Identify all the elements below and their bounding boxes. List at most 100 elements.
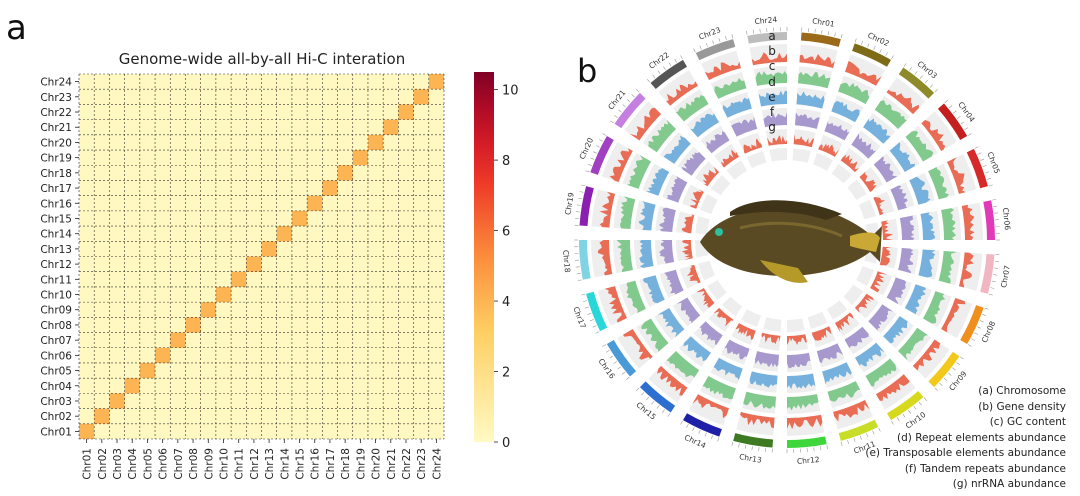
track-b-series — [886, 89, 919, 115]
track-background — [787, 318, 805, 332]
track-c-series — [641, 318, 669, 352]
chromosome-label: Chr24 — [754, 15, 778, 26]
ruler-tick — [902, 413, 906, 418]
track-e-series — [731, 116, 758, 137]
track-e-series — [724, 339, 750, 360]
ruler-tick — [646, 396, 650, 401]
heatmap-diagonal-cell — [337, 165, 353, 181]
heatmap-x-tick-label: Chr12 — [249, 448, 261, 480]
chromosome-label: Chr19 — [563, 191, 576, 215]
chromosome-label: Chr20 — [578, 136, 596, 161]
track-background — [835, 312, 860, 337]
heatmap-diagonal-cell — [291, 210, 308, 227]
track-c-series — [928, 167, 949, 200]
track-f-series — [854, 293, 874, 313]
ruler-tick — [891, 420, 894, 425]
ruler-tick — [699, 45, 702, 50]
heatmap-x-tick-label: Chr19 — [355, 448, 367, 480]
track-b-series — [704, 61, 741, 80]
circos-chromosome-chr01: Chr01 — [792, 16, 843, 163]
ruler-tick — [948, 372, 952, 376]
heatmap-diagonal-cell — [413, 89, 429, 105]
track-c-series — [743, 391, 776, 409]
track-d-series — [683, 336, 711, 362]
ruler-tick — [680, 55, 683, 60]
track-e-series — [787, 352, 811, 369]
ruler-tick — [751, 446, 753, 451]
track-letter: c — [769, 59, 776, 73]
track-background — [746, 151, 767, 169]
track-background — [710, 174, 731, 196]
heatmap-diagonal-cell — [79, 423, 95, 439]
ruler-tick — [944, 100, 948, 104]
ruler-tick — [982, 165, 987, 168]
ruler-tick — [840, 34, 843, 39]
track-e-series — [898, 248, 914, 274]
circos-chromosome-chr08: Chr08 — [856, 266, 997, 347]
circos-chromosome-chr05: Chr05 — [858, 146, 1002, 220]
track-b-series — [692, 394, 729, 419]
ruler-tick — [578, 197, 583, 200]
ruler-tick — [692, 427, 695, 432]
track-b-series — [666, 81, 698, 106]
ruler-tick — [924, 79, 928, 84]
ruler-tick — [872, 430, 875, 435]
chromosome-band — [852, 43, 891, 67]
track-background — [765, 129, 787, 146]
chromosome-label: Chr05 — [985, 151, 1001, 176]
track-f-series — [787, 334, 807, 345]
track-letter: g — [768, 120, 776, 134]
heatmap-diagonal-cell — [185, 317, 201, 333]
ruler-tick — [840, 441, 843, 446]
track-f-series — [761, 332, 781, 345]
circos-chromosome-chr06: Chr06 — [865, 199, 1012, 241]
ruler-tick — [896, 417, 900, 422]
heatmap-x-tick-label: Chr22 — [401, 448, 413, 480]
track-e-series — [890, 185, 908, 211]
colorbar-tick-label: 10 — [502, 84, 519, 99]
track-background — [648, 365, 688, 403]
track-d-series — [855, 342, 885, 367]
circos-chromosome-chr13: Chr13 — [731, 317, 782, 465]
track-c-series — [923, 291, 945, 324]
track-d-series — [918, 249, 936, 278]
colorbar-tick-label: 6 — [502, 225, 510, 240]
track-e-series — [763, 112, 787, 128]
heatmap-y-tick-label: Chr20 — [40, 137, 72, 149]
ruler-tick — [758, 447, 760, 452]
circos-chromosome-chr07: Chr07 — [864, 245, 1012, 296]
track-c-series — [755, 71, 787, 86]
heatmap-diagonal-cell — [352, 150, 368, 166]
track-b-series — [657, 365, 688, 396]
chromosome-band — [960, 305, 984, 344]
ruler-tick — [667, 413, 671, 417]
chromosome-band — [614, 92, 646, 129]
heatmap-diagonal-cell — [398, 104, 414, 120]
heatmap-y-tick-label: Chr17 — [40, 183, 72, 195]
track-f-series — [840, 154, 859, 173]
track-e-series — [873, 156, 898, 183]
ruler-tick — [991, 280, 996, 283]
ruler-tick — [577, 279, 582, 281]
ruler-tick — [879, 48, 882, 53]
chromosome-label: Chr23 — [698, 25, 723, 41]
heatmap-x-tick-label: Chr20 — [371, 448, 383, 480]
legend-entry: (b) Gene density — [978, 400, 1066, 413]
track-e-series — [886, 277, 907, 305]
track-e-series — [663, 269, 684, 295]
track-e-series — [659, 240, 675, 264]
track-background — [859, 167, 884, 192]
chromosome-band — [579, 240, 591, 280]
chromosome-band — [966, 148, 988, 189]
legend-entry: (d) Repeat elements abundance — [897, 431, 1066, 444]
heatmap-y-tick-label: Chr22 — [40, 107, 72, 119]
ruler-tick — [867, 43, 870, 48]
hic-heatmap-chart: Genome-wide all-by-all Hi-C interation C… — [40, 50, 519, 480]
track-f-series — [793, 134, 815, 148]
ruler-tick — [585, 170, 590, 173]
chromosome-label: Chr18 — [561, 250, 572, 274]
heatmap-title: Genome-wide all-by-all Hi-C interation — [119, 50, 406, 68]
ruler-tick — [903, 63, 907, 67]
ruler-tick — [647, 79, 651, 83]
ruler-tick — [914, 71, 918, 75]
